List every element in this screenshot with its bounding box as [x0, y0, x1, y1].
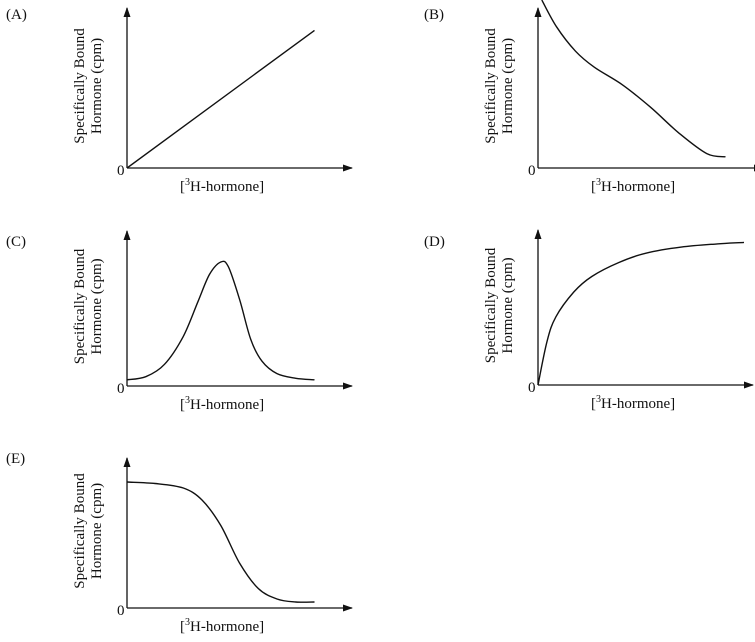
x-axis-label-superscript: 3 — [185, 177, 190, 188]
y-axis-label-line2: Hormone (cpm) — [500, 257, 516, 354]
y-axis-arrow-a — [123, 7, 131, 17]
x-axis-label-superscript: 3 — [185, 395, 190, 406]
x-axis-label-a: [3H-hormone] — [180, 177, 265, 195]
y-axis-label-line2: Hormone (cpm) — [500, 37, 516, 135]
curve-c — [126, 260, 315, 381]
panel-letter-c: (C) — [6, 234, 26, 250]
y-axis-arrow-b — [534, 7, 542, 17]
panel-letter-d: (D) — [424, 234, 445, 250]
x-axis-label-superscript: 3 — [596, 394, 601, 405]
y-axis-label-line1: Specifically Bound — [483, 28, 499, 144]
y-axis-arrow-d — [534, 229, 542, 239]
curve-e — [126, 481, 315, 603]
y-axis-label-line2: Hormone (cpm) — [89, 258, 105, 355]
curve-a — [126, 29, 315, 169]
y-axis-label-line2: Hormone (cpm) — [89, 482, 105, 580]
x-axis-label-bracket: [ — [180, 397, 185, 413]
panel-letter-b: (B) — [424, 7, 444, 23]
x-axis-label-bracket: [ — [591, 179, 596, 195]
x-axis-label-text: H-hormone] — [601, 396, 676, 412]
origin-label-d: 0 — [528, 380, 536, 396]
y-axis-label-a: Specifically Bound Hormone (cpm) — [72, 6, 106, 166]
origin-label-c: 0 — [117, 381, 125, 397]
y-axis-label-line1: Specifically Bound — [483, 247, 499, 364]
y-axis-label-line1: Specifically Bound — [72, 248, 88, 365]
x-axis-label-superscript: 3 — [185, 617, 190, 628]
origin-label-b: 0 — [528, 163, 536, 179]
x-axis-label-text: H-hormone] — [601, 179, 676, 195]
panel-letter-e: (E) — [6, 451, 26, 467]
y-axis-label-line1: Specifically Bound — [72, 28, 88, 144]
y-axis-label-e: Specifically Bound Hormone (cpm) — [72, 456, 106, 606]
curve-b — [541, 0, 726, 158]
x-axis-label-b: [3H-hormone] — [591, 177, 676, 195]
x-axis-arrow-c — [343, 382, 353, 390]
x-axis-arrow-d — [744, 381, 754, 389]
y-axis-arrow-e — [123, 457, 131, 467]
x-axis-label-text: H-hormone] — [190, 619, 265, 635]
x-axis-label-bracket: [ — [591, 396, 596, 412]
x-axis-label-bracket: [ — [180, 179, 185, 195]
y-axis-label-c: Specifically Bound Hormone (cpm) — [72, 229, 106, 384]
y-axis-label-d: Specifically Bound Hormone (cpm) — [483, 228, 517, 383]
y-axis-label-line1: Specifically Bound — [72, 473, 88, 589]
x-axis-label-superscript: 3 — [596, 177, 601, 188]
x-axis-arrow-e — [343, 604, 353, 612]
panel-letter-a: (A) — [6, 7, 27, 23]
y-axis-label-b: Specifically Bound Hormone (cpm) — [483, 6, 517, 166]
x-axis-arrow-a — [343, 164, 353, 172]
origin-label-a: 0 — [117, 163, 125, 179]
x-axis-label-text: H-hormone] — [190, 397, 265, 413]
origin-label-e: 0 — [117, 603, 125, 619]
y-axis-arrow-c — [123, 230, 131, 240]
x-axis-label-c: [3H-hormone] — [180, 395, 265, 413]
y-axis-label-line2: Hormone (cpm) — [89, 37, 105, 135]
curve-d — [537, 241, 745, 386]
x-axis-label-d: [3H-hormone] — [591, 394, 676, 412]
x-axis-label-text: H-hormone] — [190, 179, 265, 195]
x-axis-label-bracket: [ — [180, 619, 185, 635]
x-axis-label-e: [3H-hormone] — [180, 617, 265, 635]
